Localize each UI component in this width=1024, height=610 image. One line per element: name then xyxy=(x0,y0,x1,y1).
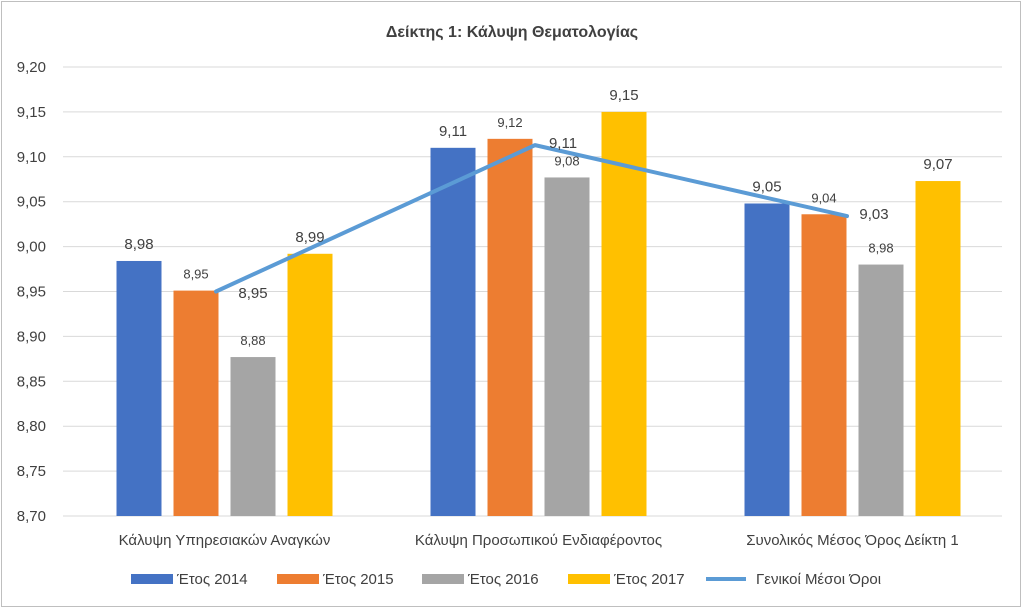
y-tick-label: 8,75 xyxy=(17,463,46,480)
bar-data-label: 8,88 xyxy=(240,333,265,348)
average-line-path xyxy=(214,143,849,294)
x-category-label: Συνολικός Μέσος Όρος Δείκτη 1 xyxy=(746,532,958,549)
bar-data-label: 9,12 xyxy=(497,115,522,130)
legend-label: Έτος 2016 xyxy=(467,571,539,588)
bar-1-0 xyxy=(173,290,219,516)
legend-label: Έτος 2015 xyxy=(322,571,394,588)
bar-data-label: 8,99 xyxy=(295,229,324,246)
bar-3-2 xyxy=(915,181,961,516)
line-data-label: 9,03 xyxy=(859,206,888,223)
line-data-label: 9,11 xyxy=(549,135,577,152)
x-axis-categories: Κάλυψη Υπηρεσιακών Αναγκών Κάλυψη Προσωπι… xyxy=(119,532,959,549)
bar-data-label: 8,98 xyxy=(868,241,893,256)
y-tick-label: 9,00 xyxy=(17,239,46,256)
y-tick-label: 8,95 xyxy=(17,284,46,301)
bar-data-label: 9,11 xyxy=(439,123,467,140)
y-tick-label: 8,80 xyxy=(17,418,46,435)
bar-data-label: 9,05 xyxy=(752,178,781,195)
legend-label: Γενικοί Μέσοι Όροι xyxy=(756,571,881,588)
bar-2-1 xyxy=(544,177,590,517)
bar-data-label: 9,08 xyxy=(554,153,579,168)
y-tick-label: 8,85 xyxy=(17,373,46,390)
bar-data-label: 8,95 xyxy=(183,267,208,282)
y-tick-label: 9,20 xyxy=(17,59,46,76)
legend-label: Έτος 2017 xyxy=(613,571,685,588)
data-labels: 8,98 9,11 9,05 8,95 9,12 9,04 8,88 9,08 8,98 8,99… xyxy=(124,87,952,348)
bar-1-2 xyxy=(801,214,847,516)
y-tick-label: 8,70 xyxy=(17,508,46,525)
line-data-label: 8,95 xyxy=(238,285,267,302)
y-tick-label: 9,05 xyxy=(17,194,46,211)
bar-0-1 xyxy=(430,147,476,516)
bar-data-label: 8,98 xyxy=(124,236,153,253)
x-category-label: Κάλυψη Υπηρεσιακών Αναγκών xyxy=(119,532,331,549)
legend-swatch xyxy=(131,574,173,584)
chart-title: Δείκτης 1: Κάλυψη Θεματολογίας xyxy=(386,24,638,41)
bar-data-label: 9,15 xyxy=(609,87,638,104)
bar-3-0 xyxy=(287,253,333,516)
bar-2-2 xyxy=(858,264,904,516)
bar-2-0 xyxy=(230,357,276,516)
bar-0-2 xyxy=(744,203,790,516)
legend-swatch xyxy=(568,574,610,584)
bar-0-0 xyxy=(116,260,162,516)
x-category-label: Κάλυψη Προσωπικού Ενδιαφέροντος xyxy=(415,532,662,549)
bars xyxy=(116,111,961,517)
y-tick-label: 9,10 xyxy=(17,149,46,166)
legend-swatch xyxy=(422,574,464,584)
legend: Έτος 2014 Έτος 2015 Έτος 2016 Έτος 2017 Γενι… xyxy=(131,571,881,588)
average-line xyxy=(214,143,849,294)
y-axis-ticks: 8,70 8,75 8,80 8,85 8,90 8,95 9,00 9,05 9,10 9,15… xyxy=(17,59,46,525)
legend-swatch xyxy=(277,574,319,584)
legend-label: Έτος 2014 xyxy=(176,571,248,588)
bar-data-label: 9,07 xyxy=(923,156,952,173)
y-tick-label: 8,90 xyxy=(17,328,46,345)
bar-data-label: 9,04 xyxy=(811,190,836,205)
bar-3-1 xyxy=(601,111,647,517)
bar-1-1 xyxy=(487,138,533,516)
y-tick-label: 9,15 xyxy=(17,104,46,121)
